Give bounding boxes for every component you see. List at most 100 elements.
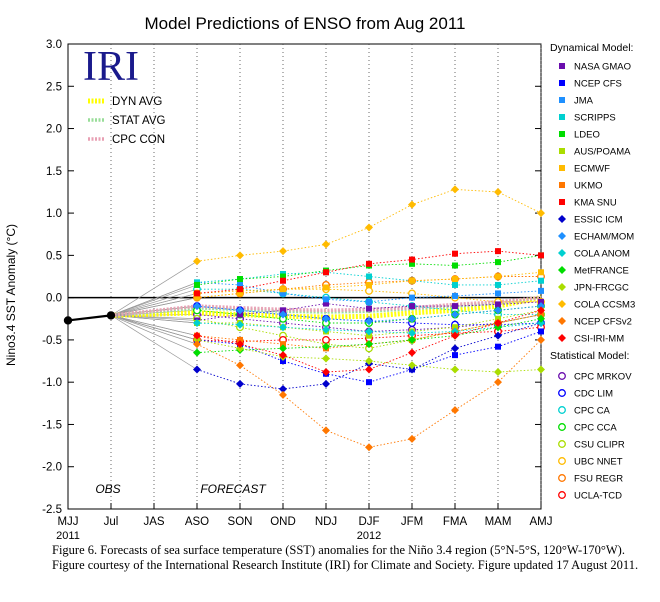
dynamical-data-point [495, 259, 501, 266]
dynamical-data-point [366, 281, 372, 288]
dynamical-data-point [537, 302, 545, 311]
year-label: 2011 [56, 530, 80, 540]
dynamical-data-point [495, 248, 501, 255]
dynamical-data-point [366, 305, 372, 312]
dynamical-data-point [408, 434, 416, 443]
dynamical-legend-label: SCRIPPS [574, 113, 616, 124]
dynamical-data-point [538, 298, 544, 305]
dynamical-data-point [323, 300, 329, 307]
average-legend-label: STAT AVG [112, 115, 166, 127]
dynamical-data-point [280, 307, 286, 314]
dynamical-legend-label: JPN-FRCGC [574, 283, 629, 294]
dynamical-data-point [537, 314, 545, 323]
dynamical-data-point [236, 251, 244, 260]
dynamical-data-point [237, 336, 243, 343]
dynamical-legend-label: ESSIC ICM [574, 215, 623, 226]
dynamical-data-point [408, 335, 416, 344]
dynamical-data-point [237, 276, 243, 283]
dynamical-data-point [365, 327, 373, 336]
y-tick-label: 1.0 [46, 208, 62, 220]
forecast-fan-line [110, 288, 198, 316]
dynamical-legend-marker [558, 266, 566, 274]
dynamical-data-point [365, 223, 373, 232]
statistical-legend-marker [558, 491, 566, 499]
y-tick-label: 3.0 [46, 39, 62, 51]
dynamical-data-point [537, 319, 545, 327]
y-tick-label: 1.5 [46, 166, 62, 178]
dynamical-data-point [495, 281, 501, 288]
dynamical-legend-marker [559, 131, 565, 137]
dynamical-data-point [365, 365, 373, 374]
dynamical-data-point [452, 276, 458, 283]
dynamical-data-point [279, 351, 287, 360]
dynamical-data-point [237, 281, 243, 288]
dynamical-legend-marker [559, 63, 565, 69]
statistical-legend-marker [558, 372, 566, 380]
x-tick-label: JFM [401, 516, 423, 528]
dynamical-data-point [323, 269, 329, 276]
dynamical-data-point [279, 247, 287, 256]
dynamical-legend-marker [558, 317, 566, 325]
dynamical-data-point [365, 317, 373, 326]
dynamical-data-point [236, 344, 244, 353]
dynamical-data-point [237, 290, 243, 297]
dynamical-data-point [366, 379, 372, 386]
dynamical-data-point [280, 358, 286, 365]
dynamical-data-point [495, 290, 501, 297]
statistical-legend-label: CPC CA [574, 406, 611, 417]
forecast-fan-line [110, 315, 198, 337]
dynamical-legend-label: MetFRANCE [574, 266, 629, 277]
dynamical-legend-marker [559, 182, 565, 188]
x-tick-label: JAS [143, 516, 164, 528]
x-tick-label: DJF [358, 516, 379, 528]
dynamical-data-point [494, 331, 502, 340]
x-tick-label: ASO [185, 516, 209, 528]
dynamical-data-point [280, 290, 286, 297]
statistical-data-point [365, 286, 373, 295]
dynamical-data-point [236, 379, 244, 388]
x-tick-label: MJJ [57, 516, 78, 528]
dynamical-data-point [408, 314, 416, 323]
dynamical-legend-marker [558, 300, 566, 308]
dynamical-legend-marker [559, 148, 565, 154]
dynamical-data-point [193, 331, 201, 340]
dynamical-data-point [236, 340, 244, 349]
dynamical-data-point [451, 327, 459, 336]
dynamical-data-point [193, 257, 201, 266]
dynamical-legend-label: CSI-IRI-MM [574, 334, 624, 345]
x-tick-label: NDJ [315, 516, 337, 528]
statistical-series-line [196, 314, 542, 349]
y-axis-label: Nino3.4 SST Anomaly (°C) [4, 224, 18, 366]
dynamical-data-point [451, 406, 459, 415]
x-tick-label: FMA [443, 516, 468, 528]
dynamical-legend-marker [558, 215, 566, 223]
dynamical-legend-label: COLA ANOM [574, 249, 630, 260]
dynamical-data-point [280, 273, 286, 280]
dynamical-data-point [194, 281, 200, 288]
dynamical-data-point [236, 306, 244, 315]
dynamical-data-point [409, 260, 415, 267]
dynamical-data-point [451, 331, 459, 340]
statistical-legend-marker [558, 457, 566, 465]
statistical-legend-label: UBC NNET [574, 457, 623, 468]
dynamical-legend-marker [559, 199, 565, 205]
dynamical-data-point [538, 311, 544, 318]
dynamical-data-point [538, 269, 544, 276]
dynamical-data-point [322, 240, 330, 249]
dynamical-data-point [322, 325, 330, 334]
dynamical-data-point [280, 277, 286, 284]
x-tick-label: Jul [104, 516, 119, 528]
dynamical-data-point [538, 252, 544, 259]
dynamical-data-point [409, 294, 415, 301]
y-tick-label: -1.0 [42, 377, 62, 389]
dynamical-legend-marker [559, 97, 565, 103]
dynamical-data-point [193, 302, 201, 311]
forecast-fan-line [110, 315, 198, 341]
statistical-legend-label: CDC LIM [574, 389, 613, 400]
statistical-legend-marker [558, 474, 566, 482]
dynamical-data-point [366, 298, 372, 305]
dynamical-data-point [494, 378, 502, 387]
dynamical-data-point [322, 379, 330, 388]
dynamical-legend-marker [559, 114, 565, 120]
dynamical-data-point [323, 284, 329, 291]
